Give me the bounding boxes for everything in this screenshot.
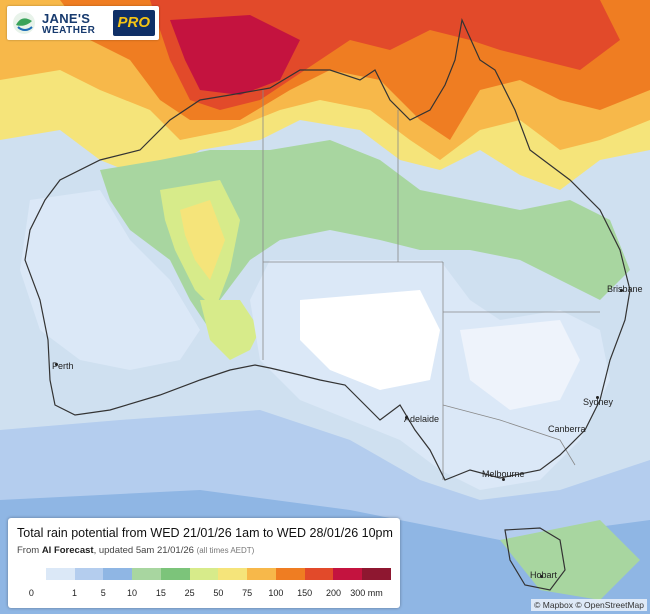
legend-sub-prefix: From	[17, 545, 42, 556]
legend-tick-label: 100	[268, 588, 284, 598]
sydney-dot	[596, 396, 599, 399]
legend-color-scale	[17, 568, 391, 580]
melbourne-dot	[502, 478, 505, 481]
legend-subtitle: From AI Forecast, updated 5am 21/01/26 (…	[17, 545, 254, 556]
legend-swatch	[160, 568, 190, 580]
city-perth[interactable]: Perth	[52, 361, 74, 371]
legend-tick-label: 5	[100, 588, 106, 598]
logo-line1: JANE'S	[42, 11, 91, 26]
janes-weather-logo: JANE'S WEATHER PRO	[7, 6, 159, 40]
map-attribution[interactable]: © Mapbox © OpenStreetMap	[531, 599, 647, 611]
legend-swatch	[362, 568, 391, 580]
rain-legend: Total rain potential from WED 21/01/26 1…	[8, 518, 400, 608]
city-canberra[interactable]: Canberra	[548, 424, 586, 434]
legend-swatch	[17, 568, 46, 580]
legend-swatch	[333, 568, 363, 580]
city-brisbane[interactable]: Brisbane	[607, 284, 643, 294]
city-hobart[interactable]: Hobart	[530, 570, 558, 580]
legend-tick-label: 50	[213, 588, 224, 598]
legend-tick-label: 150	[297, 588, 313, 598]
legend-swatch	[74, 568, 104, 580]
legend-tick-label: 200	[325, 588, 341, 598]
legend-tick-label: 10	[127, 588, 138, 598]
legend-swatch	[304, 568, 334, 580]
legend-swatch	[218, 568, 248, 580]
legend-timezone-note: (all times AEDT)	[196, 546, 255, 555]
hobart-dot	[540, 575, 543, 578]
city-adelaide[interactable]: Adelaide	[404, 414, 440, 424]
legend-title: Total rain potential from WED 21/01/26 1…	[17, 526, 393, 540]
city-melbourne[interactable]: Melbourne	[482, 469, 525, 479]
legend-updated: , updated 5am 21/01/26	[93, 545, 197, 556]
perth-dot	[55, 363, 58, 366]
logo-icon	[13, 12, 35, 34]
legend-source: AI Forecast	[41, 545, 94, 556]
legend-swatch	[132, 568, 161, 580]
legend-tick-label: 0	[28, 588, 34, 598]
legend-tick-label: 1	[72, 588, 78, 598]
legend-tick-label: 25	[184, 588, 195, 598]
city-sydney[interactable]: Sydney	[583, 397, 614, 407]
legend-tick-label: 75	[242, 588, 253, 598]
legend-tick-label: 300 mm	[350, 588, 383, 598]
coastline	[24, 17, 631, 481]
adelaide-dot	[405, 416, 408, 419]
legend-swatch	[275, 568, 305, 580]
state-borders	[262, 90, 600, 480]
pro-badge: PRO	[113, 10, 155, 36]
legend-tick-label: 15	[155, 588, 166, 598]
logo-line2: WEATHER	[42, 25, 96, 36]
legend-swatch	[189, 568, 219, 580]
tasmania	[504, 527, 566, 591]
legend-ticks: 0 1 5 10 15 25 50 75 100 150 200 300 mm	[17, 588, 391, 600]
legend-swatch	[103, 568, 133, 580]
legend-swatch	[247, 568, 276, 580]
brisbane-dot	[620, 289, 623, 292]
legend-swatch	[45, 568, 75, 580]
